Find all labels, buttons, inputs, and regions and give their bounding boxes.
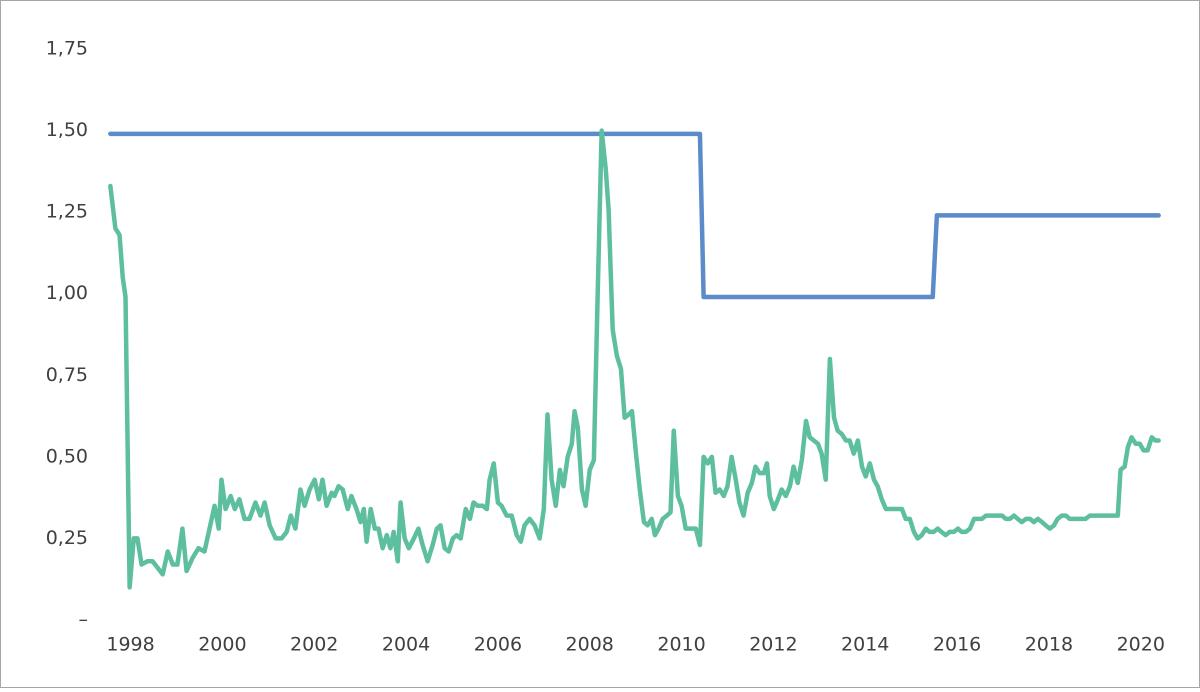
x-tick-label: 2008 <box>566 634 614 656</box>
x-tick-label: 2004 <box>382 634 430 656</box>
x-tick-label: 2002 <box>290 634 338 656</box>
y-tick-label: 0,50 <box>46 445 88 467</box>
line-series <box>108 128 1161 590</box>
x-tick-label: 2010 <box>657 634 705 656</box>
x-tick-label: 2000 <box>198 634 246 656</box>
y-tick-label: 1,50 <box>46 119 88 141</box>
x-tick-label: 2018 <box>1025 634 1073 656</box>
x-tick-label: 2012 <box>749 634 797 656</box>
y-tick-label: 0,25 <box>46 527 88 549</box>
x-tick-label: 1998 <box>106 634 154 656</box>
x-tick-label: 2006 <box>474 634 522 656</box>
y-tick-label: 1,00 <box>46 282 88 304</box>
y-tick-label: – <box>79 609 89 631</box>
y-tick-label: 0,75 <box>46 364 88 386</box>
x-tick-label: 2016 <box>933 634 981 656</box>
x-tick-label: 2020 <box>1117 634 1165 656</box>
x-tick-label: 2014 <box>841 634 889 656</box>
y-tick-label: 1,75 <box>46 38 88 60</box>
y-tick-label: 1,25 <box>46 201 88 223</box>
